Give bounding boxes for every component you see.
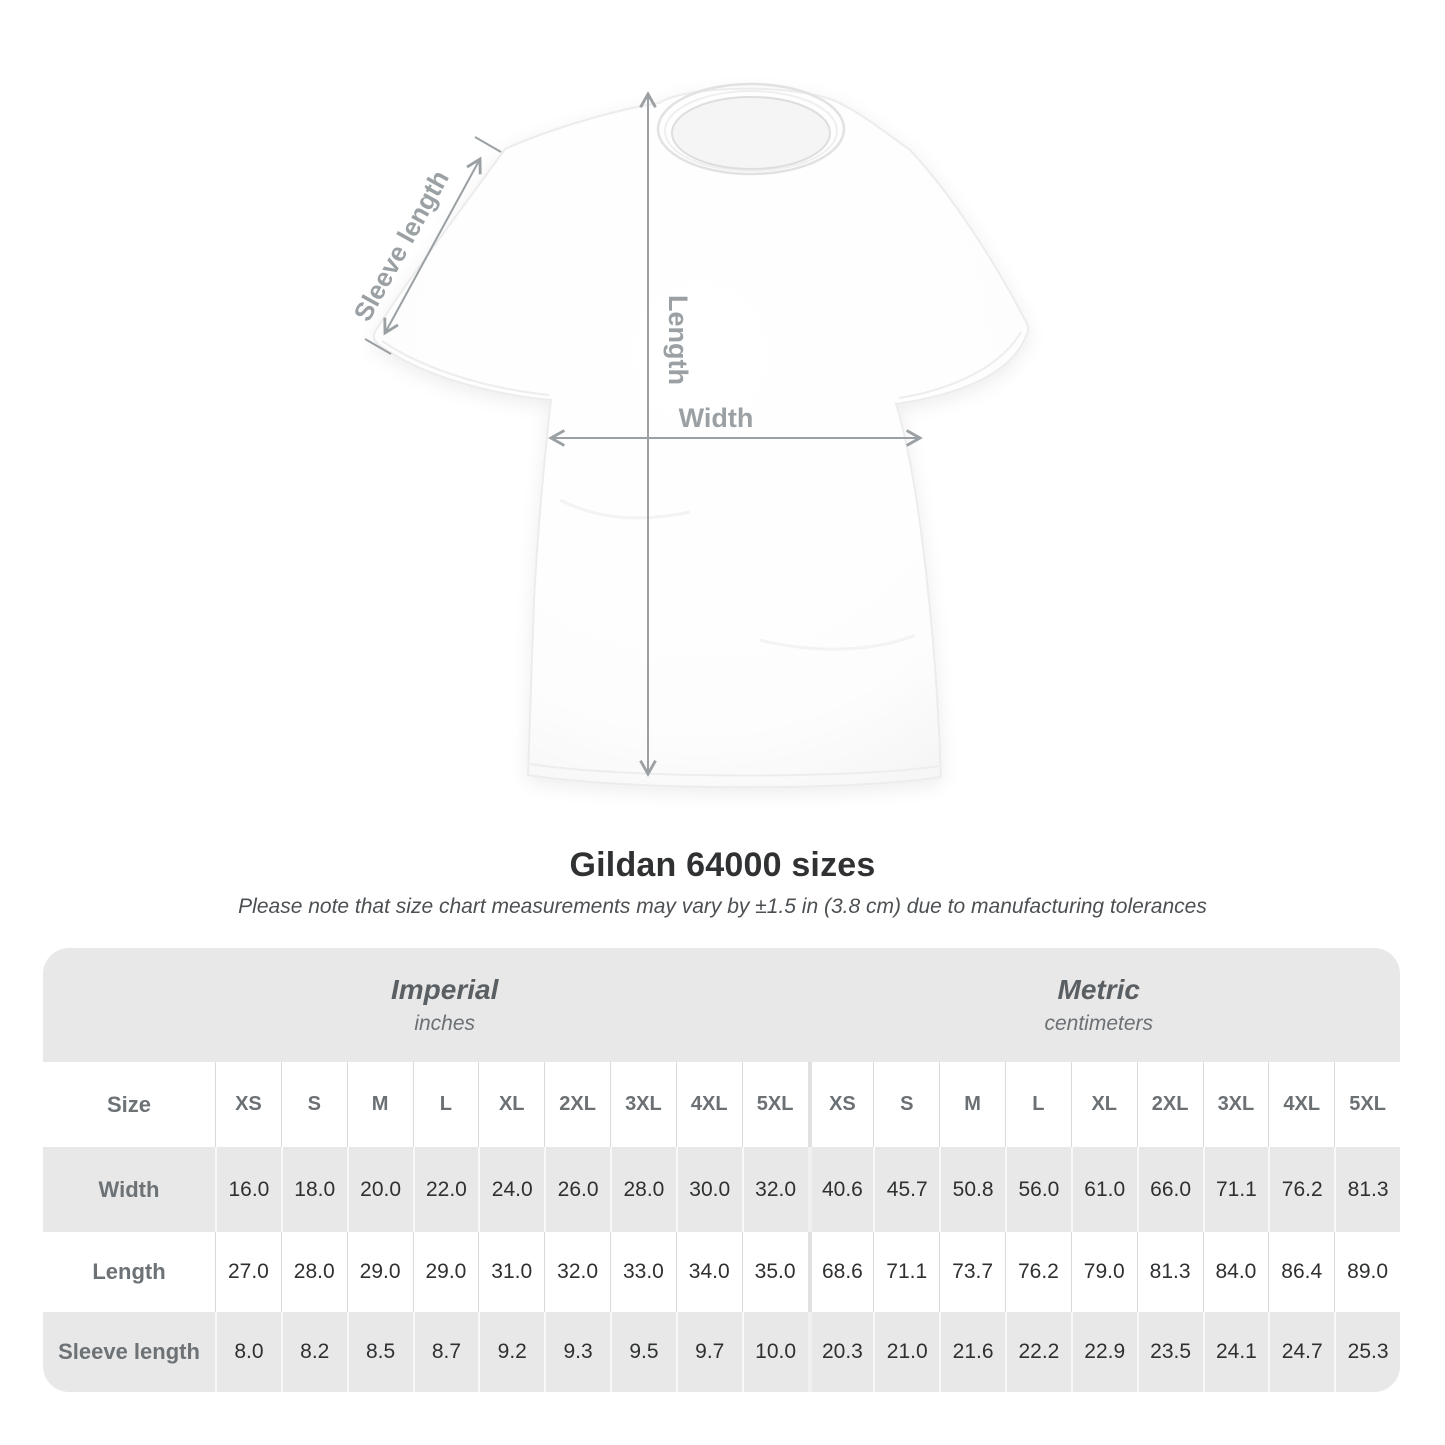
table-cell: 8.5 xyxy=(346,1312,413,1392)
table-cell: 8.2 xyxy=(280,1312,347,1392)
size-col-header: S xyxy=(280,1062,347,1147)
table-cell: 30.0 xyxy=(675,1147,742,1232)
size-col-header: L xyxy=(412,1062,479,1147)
size-col-header: XS xyxy=(215,1062,281,1147)
size-col-header: M xyxy=(939,1062,1005,1147)
page-title: Gildan 64000 sizes xyxy=(569,846,876,884)
table-cell: 61.0 xyxy=(1070,1147,1137,1232)
row-label: Width xyxy=(98,1176,160,1202)
table-cell: 40.6 xyxy=(807,1147,874,1232)
row-label: Length xyxy=(92,1259,166,1284)
table-cell: 45.7 xyxy=(873,1147,939,1232)
size-col-header: XL xyxy=(1070,1062,1137,1147)
table-cell: 24.1 xyxy=(1202,1312,1269,1392)
table-cell: 9.5 xyxy=(610,1312,676,1392)
size-col-header: XS xyxy=(807,1062,874,1147)
table-cell: 34.0 xyxy=(675,1232,742,1312)
table-cell: 81.3 xyxy=(1136,1232,1203,1312)
size-header-row: Size XS S M L XL 2XL 3XL 4XL 5XL XS S M … xyxy=(43,1062,1400,1147)
table-cell: 73.7 xyxy=(939,1232,1005,1312)
tshirt-measurement-figure: Width Length Sleeve length xyxy=(347,82,1030,789)
size-col-header: 3XL xyxy=(610,1062,676,1147)
table-cell: 35.0 xyxy=(741,1232,808,1312)
metric-group-title: Metric xyxy=(1057,974,1140,1005)
imperial-group-title: Imperial xyxy=(390,974,499,1005)
unit-group-header: Imperial inches Metric centimeters xyxy=(43,948,1400,1062)
table-cell: 33.0 xyxy=(610,1232,676,1312)
table-cell: 24.0 xyxy=(478,1147,544,1232)
size-col-header: 5XL xyxy=(1334,1062,1400,1147)
row-label: Sleeve length xyxy=(58,1339,200,1364)
table-cell: 8.7 xyxy=(412,1312,479,1392)
table-cell: 29.0 xyxy=(346,1232,413,1312)
table-cell: 32.0 xyxy=(544,1232,610,1312)
table-cell: 89.0 xyxy=(1334,1232,1400,1312)
size-col-header: 2XL xyxy=(544,1062,610,1147)
table-cell: 9.7 xyxy=(675,1312,742,1392)
length-arrow-label: Length xyxy=(663,295,693,385)
table-cell: 79.0 xyxy=(1070,1232,1137,1312)
table-cell: 84.0 xyxy=(1202,1232,1269,1312)
table-row-sleeve-length: Sleeve length 8.0 8.2 8.5 8.7 9.2 9.3 9.… xyxy=(43,1312,1400,1392)
sleeve-arrow-endcap-bottom xyxy=(364,338,392,355)
width-arrow-label: Width xyxy=(679,403,754,433)
table-cell: 27.0 xyxy=(215,1232,281,1312)
metric-group-header: Metric centimeters xyxy=(1044,948,1153,1062)
size-col-header: 5XL xyxy=(741,1062,808,1147)
sleeve-arrow-endcap-top xyxy=(474,136,502,153)
table-cell: 9.3 xyxy=(544,1312,610,1392)
tolerance-note: Please note that size chart measurements… xyxy=(238,895,1207,918)
table-cell: 71.1 xyxy=(1202,1147,1269,1232)
tshirt-silhouette xyxy=(372,82,1030,789)
size-col-header: 2XL xyxy=(1136,1062,1203,1147)
size-col-header: XL xyxy=(478,1062,544,1147)
size-chart-table: Imperial inches Metric centimeters Size … xyxy=(43,948,1400,1392)
table-row-width: Width 16.0 18.0 20.0 22.0 24.0 26.0 28.0… xyxy=(43,1147,1400,1232)
size-col-header: S xyxy=(873,1062,939,1147)
table-cell: 81.3 xyxy=(1334,1147,1400,1232)
size-col-header: 4XL xyxy=(1268,1062,1334,1147)
table-cell: 21.6 xyxy=(939,1312,1005,1392)
table-cell: 22.9 xyxy=(1070,1312,1137,1392)
table-cell: 23.5 xyxy=(1136,1312,1203,1392)
table-cell: 29.0 xyxy=(412,1232,479,1312)
table-cell: 18.0 xyxy=(280,1147,347,1232)
table-cell: 20.0 xyxy=(346,1147,413,1232)
table-cell: 86.4 xyxy=(1268,1232,1334,1312)
table-cell: 28.0 xyxy=(280,1232,347,1312)
tshirt-graphic: Width Length Sleeve length xyxy=(347,82,1030,789)
table-cell: 8.0 xyxy=(215,1312,281,1392)
size-col-header: L xyxy=(1005,1062,1071,1147)
table-cell: 24.7 xyxy=(1268,1312,1334,1392)
table-cell: 9.2 xyxy=(478,1312,544,1392)
table-cell: 16.0 xyxy=(215,1147,281,1232)
sleeve-length-arrow xyxy=(383,156,482,336)
table-cell: 28.0 xyxy=(610,1147,676,1232)
table-cell: 22.2 xyxy=(1005,1312,1071,1392)
imperial-group-header: Imperial inches xyxy=(391,948,498,1062)
table-cell: 56.0 xyxy=(1005,1147,1071,1232)
table-cell: 32.0 xyxy=(741,1147,808,1232)
table-cell: 76.2 xyxy=(1005,1232,1071,1312)
table-cell: 20.3 xyxy=(807,1312,874,1392)
metric-group-unit: centimeters xyxy=(1044,1012,1154,1035)
table-cell: 25.3 xyxy=(1334,1312,1400,1392)
table-cell: 66.0 xyxy=(1136,1147,1203,1232)
table-cell: 26.0 xyxy=(544,1147,610,1232)
table-row-length: Length 27.0 28.0 29.0 29.0 31.0 32.0 33.… xyxy=(43,1232,1400,1312)
table-cell: 68.6 xyxy=(807,1232,874,1312)
size-col-header: 3XL xyxy=(1202,1062,1269,1147)
table-cell: 21.0 xyxy=(873,1312,939,1392)
table-cell: 71.1 xyxy=(873,1232,939,1312)
imperial-group-unit: inches xyxy=(414,1012,476,1035)
size-header-label: Size xyxy=(106,1091,152,1117)
table-cell: 31.0 xyxy=(478,1232,544,1312)
table-cell: 10.0 xyxy=(741,1312,808,1392)
size-col-header: 4XL xyxy=(675,1062,742,1147)
size-col-header: M xyxy=(346,1062,413,1147)
table-cell: 76.2 xyxy=(1268,1147,1334,1232)
table-cell: 50.8 xyxy=(939,1147,1005,1232)
table-cell: 22.0 xyxy=(412,1147,479,1232)
